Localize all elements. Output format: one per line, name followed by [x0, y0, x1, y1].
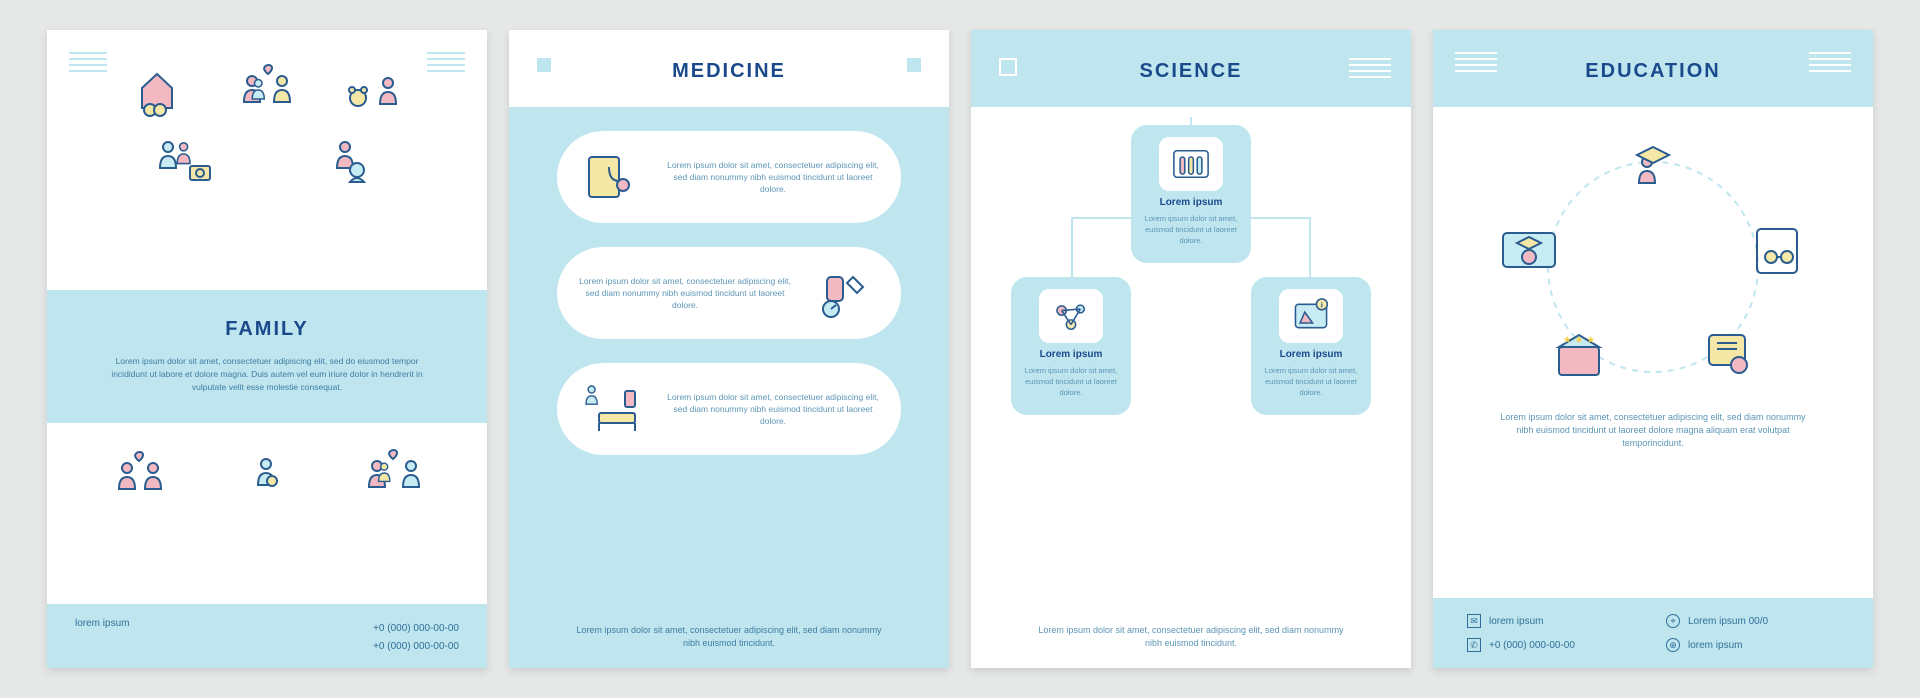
science-footer: Lorem ipsum dolor sit amet, consectetuer…	[971, 624, 1411, 650]
connector	[1251, 217, 1311, 219]
science-card-2-title: Lorem ipsum	[1261, 349, 1361, 360]
education-header: EDUCATION	[1433, 30, 1873, 107]
medicine-row-2-text: Lorem ipsum dolor sit amet, consectetuer…	[667, 391, 879, 428]
science-card-0: Lorem ipsum Lorem ipsum dolor sit amet, …	[1131, 125, 1251, 263]
lab-info-icon: i	[1279, 289, 1343, 343]
medicine-row-1-text: Lorem ipsum dolor sit amet, consectetuer…	[579, 275, 791, 312]
camera-family-icon	[150, 130, 220, 190]
contact-pin: ⌖ Lorem ipsum 00/0	[1666, 614, 1839, 628]
vaccine-gauge-icon	[809, 263, 879, 323]
test-tubes-icon	[1159, 137, 1223, 191]
science-footer-text: Lorem ipsum dolor sit amet, consectetuer…	[1031, 624, 1351, 650]
connector	[1071, 217, 1131, 219]
medicine-header: MEDICINE	[509, 30, 949, 107]
science-card-1: Lorem ipsum Lorem ipsum dolor sit amet, …	[1011, 277, 1131, 415]
family-icon-grid-upper	[117, 60, 417, 190]
house-rings-icon	[122, 60, 192, 120]
medicine-row-2: Lorem ipsum dolor sit amet, consectetuer…	[557, 363, 901, 455]
online-learn-icon	[1493, 217, 1565, 283]
science-card-0-text: Lorem ipsum dolor sit amet, euismod tinc…	[1141, 214, 1241, 247]
teddy-child-icon	[342, 60, 412, 120]
hospital-bed-icon	[579, 379, 649, 439]
family-title: FAMILY	[97, 318, 437, 341]
science-card-1-title: Lorem ipsum	[1021, 349, 1121, 360]
contact-phone-text: +0 (000) 000-00-00	[1489, 640, 1575, 651]
science-header: SCIENCE	[971, 30, 1411, 107]
education-desc-block: Lorem ipsum dolor sit amet, consectetuer…	[1433, 407, 1873, 460]
mail-icon: ✉	[1467, 614, 1481, 628]
deco-lines-right	[427, 52, 465, 76]
science-card-1-text: Lorem ipsum dolor sit amet, euismod tinc…	[1021, 366, 1121, 399]
student-grad-icon	[1617, 137, 1689, 203]
panel-education: EDUCATION ★ ★ ★ Lorem ipsum dolor sit am…	[1433, 30, 1873, 668]
medicine-footer: Lorem ipsum dolor sit amet, consectetuer…	[509, 624, 949, 650]
mother-baby-icon	[232, 445, 302, 505]
molecule-icon	[1039, 289, 1103, 343]
contact-mail-text: lorem ipsum	[1489, 616, 1543, 627]
education-desc: Lorem ipsum dolor sit amet, consectetuer…	[1493, 411, 1813, 450]
grandparents-icon	[359, 445, 429, 505]
contact-phone: ✆ +0 (000) 000-00-00	[1467, 638, 1640, 652]
family-desc: Lorem ipsum dolor sit amet, consectetuer…	[97, 355, 437, 393]
medicine-footer-text: Lorem ipsum dolor sit amet, consectetuer…	[509, 624, 949, 650]
family-footer: lorem ipsum +0 (000) 000-00-00 +0 (000) …	[47, 604, 487, 668]
contact-mail: ✉ lorem ipsum	[1467, 614, 1640, 628]
panel-family: FAMILY Lorem ipsum dolor sit amet, conse…	[47, 30, 487, 668]
medicine-title: MEDICINE	[509, 60, 949, 83]
panel-science: SCIENCE Lorem ipsum Lorem ipsum dolor si…	[971, 30, 1411, 668]
certificate-icon	[1691, 321, 1763, 387]
family-phone-1: +0 (000) 000-00-00	[373, 623, 459, 634]
science-card-2: i Lorem ipsum Lorem ipsum dolor sit amet…	[1251, 277, 1371, 415]
medicine-row-1: Lorem ipsum dolor sit amet, consectetuer…	[557, 247, 901, 339]
school-stars-icon: ★ ★ ★	[1543, 321, 1615, 387]
doc-glasses-icon	[1741, 217, 1813, 283]
globe-icon: ⊕	[1666, 638, 1680, 652]
parent-baby-icon	[315, 130, 385, 190]
contact-pin-text: Lorem ipsum 00/0	[1688, 616, 1768, 627]
medicine-row-0-text: Lorem ipsum dolor sit amet, consectetuer…	[667, 159, 879, 196]
medicine-row-0: Lorem ipsum dolor sit amet, consectetuer…	[557, 131, 901, 223]
family-title-block: FAMILY Lorem ipsum dolor sit amet, conse…	[47, 290, 487, 423]
couple-heart-icon	[105, 445, 175, 505]
science-title: SCIENCE	[971, 60, 1411, 83]
deco-lines-left	[69, 52, 107, 76]
connector	[1071, 217, 1073, 277]
pin-icon: ⌖	[1666, 614, 1680, 628]
science-card-0-title: Lorem ipsum	[1141, 197, 1241, 208]
contact-globe: ⊕ lorem ipsum	[1666, 638, 1839, 652]
education-wheel: ★ ★ ★	[1433, 107, 1873, 407]
science-card-2-text: Lorem ipsum dolor sit amet, euismod tinc…	[1261, 366, 1361, 399]
family-phone-2: +0 (000) 000-00-00	[373, 641, 459, 652]
stethoscope-doc-icon	[579, 147, 649, 207]
family-contact-left: lorem ipsum	[75, 618, 129, 654]
education-footer: ✉ lorem ipsum ⌖ Lorem ipsum 00/0 ✆ +0 (000)…	[1433, 598, 1873, 668]
panel-medicine: MEDICINE Lorem ipsum dolor sit amet, con…	[509, 30, 949, 668]
contact-globe-text: lorem ipsum	[1688, 640, 1742, 651]
connector	[1309, 217, 1311, 277]
svg-text:★ ★ ★: ★ ★ ★	[1563, 335, 1595, 346]
svg-text:i: i	[1321, 300, 1323, 309]
family-icon-grid-lower	[47, 423, 487, 515]
family-heart-icon	[232, 60, 302, 120]
phone-icon: ✆	[1467, 638, 1481, 652]
education-title: EDUCATION	[1433, 60, 1873, 83]
